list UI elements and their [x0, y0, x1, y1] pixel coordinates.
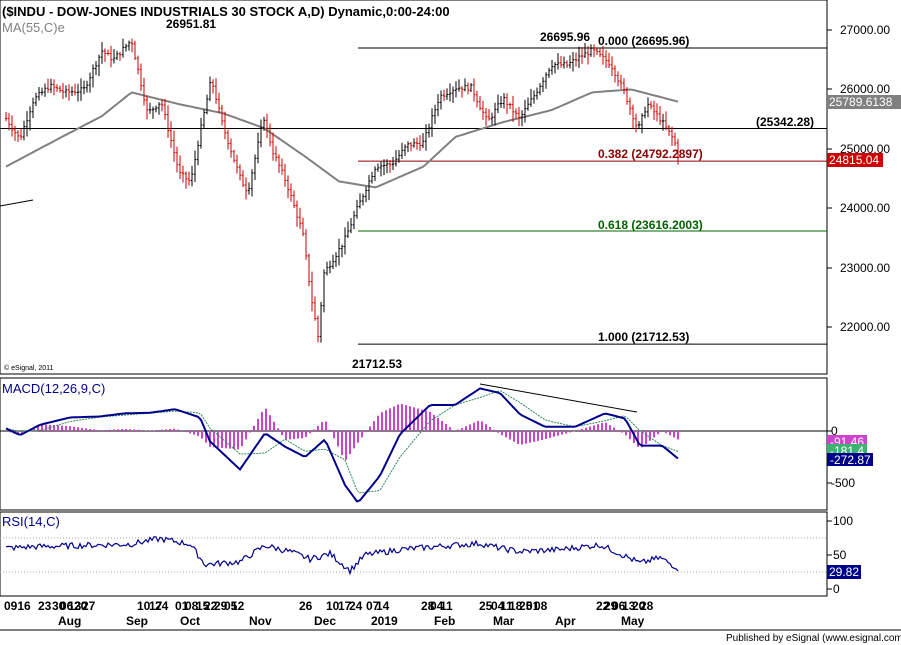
rsi-series — [5, 536, 679, 576]
date-tick: 10 — [326, 599, 340, 613]
price-tick: 24000.00 — [840, 201, 890, 215]
macd-trendline — [479, 383, 638, 413]
copyright: © eSignal, 2011 — [4, 364, 54, 372]
month-tick: Mar — [493, 614, 515, 628]
price-tick: 27000.00 — [840, 23, 890, 37]
month-tick: Dec — [314, 614, 336, 628]
date-tick: 11 — [440, 599, 453, 613]
date-tick: 13 — [622, 599, 636, 613]
macd-axis: 0 -500 -91.46 -181.4 -272.87 — [827, 424, 873, 490]
month-tick: Feb — [434, 614, 455, 628]
macd-tick: -500 — [831, 476, 855, 490]
date-tick: 10 — [137, 599, 151, 613]
date-tick: 06 — [612, 599, 626, 613]
date-tick: 01 — [526, 599, 540, 613]
ma-legend: MA(55,C)e — [2, 20, 65, 35]
date-tick: 29 — [604, 599, 618, 613]
fib-1-label: 1.000 (21712.53) — [598, 330, 689, 344]
date-tick: 25 — [519, 599, 533, 613]
fib-0382-label: 0.382 (24792.2897) — [598, 147, 703, 161]
date-tick: 07 — [366, 599, 380, 613]
date-tick: 22 — [596, 599, 610, 613]
high-label: 26951.81 — [166, 17, 216, 31]
price-bars — [5, 38, 680, 343]
price-tick: 23000.00 — [840, 261, 890, 275]
month-tick: May — [621, 614, 645, 628]
date-tick: 20 — [632, 599, 646, 613]
peak2-label: 26695.96 — [540, 30, 590, 44]
fib-0618-label: 0.618 (23616.2003) — [598, 218, 703, 232]
rsi-value-tag: 29.82 — [829, 565, 859, 579]
price-panel — [0, 0, 828, 375]
month-tick: 2019 — [371, 614, 398, 628]
last-price-text: 24815.04 — [829, 153, 879, 167]
date-tick: 13 — [68, 599, 82, 613]
date-tick: 28 — [421, 599, 435, 613]
date-tick: 15 — [196, 599, 210, 613]
macd-signal-line — [5, 390, 679, 494]
macd-tick: 0 — [831, 424, 838, 438]
date-tick: 24 — [349, 599, 363, 613]
date-tick: 04 — [430, 599, 444, 613]
fib-0-label: 0.000 (26695.96) — [598, 34, 689, 48]
date-tick: 23 — [38, 599, 52, 613]
date-tick: 20 — [74, 599, 88, 613]
date-tick: 0916 — [4, 599, 31, 613]
price-axis: 27000.00 26000.00 25000.00 24000.00 2300… — [827, 23, 890, 334]
trend-stub — [0, 199, 34, 207]
rsi-tick: 0 — [833, 582, 840, 596]
date-tick: 11 — [500, 599, 513, 613]
last-price-tag: 24815.04 — [827, 153, 883, 167]
macd-line — [5, 387, 679, 503]
macd-panel — [0, 377, 828, 511]
month-tick: Nov — [249, 614, 272, 628]
chart-title: ($INDU - DOW-JONES INDUSTRIALS 30 STOCK … — [2, 4, 450, 19]
ma-value-tag: 25789.6138 — [827, 95, 901, 109]
month-tick: Aug — [58, 614, 81, 628]
date-tick: 25 — [479, 599, 493, 613]
date-tick: 18 — [509, 599, 523, 613]
rsi-axis: 100 50 0 29.82 — [827, 514, 861, 596]
date-tick: 05 — [224, 599, 238, 613]
date-tick: 01 — [175, 599, 189, 613]
macd-value-tag: -272.87 — [830, 453, 871, 467]
rsi-line — [5, 536, 679, 576]
month-tick: Sep — [126, 614, 148, 628]
month-tick: Apr — [555, 614, 576, 628]
ma-line — [5, 88, 679, 189]
price-tick: 26000.00 — [840, 82, 890, 96]
price-tick: 25000.00 — [840, 142, 890, 156]
date-tick: 24 — [155, 599, 169, 613]
date-tick: 08 — [534, 599, 548, 613]
low-label: 21712.53 — [352, 357, 402, 371]
month-tick: Oct — [180, 614, 200, 628]
date-tick: 14 — [376, 599, 390, 613]
ma-value-text: 25789.6138 — [829, 95, 893, 109]
date-tick: 26 — [299, 599, 313, 613]
date-tick: 17 — [338, 599, 352, 613]
ma-curve — [5, 88, 679, 189]
date-tick: 06 — [60, 599, 74, 613]
rsi-panel — [0, 511, 828, 597]
footer-credit: Published by eSignal (www.esignal.com) — [726, 633, 901, 644]
date-tick: 17 — [149, 599, 163, 613]
macd-series — [5, 387, 679, 503]
fib-levels — [0, 47, 827, 345]
rsi-legend: RSI(14,C) — [2, 514, 60, 529]
date-tick: 22 — [204, 599, 218, 613]
date-tick: 30 — [52, 599, 66, 613]
date-tick: 08 — [185, 599, 199, 613]
date-tick: 04 — [491, 599, 505, 613]
date-tick: 29 — [214, 599, 228, 613]
level-25342-label: (25342.28) — [756, 115, 814, 129]
date-tick: 27 — [82, 599, 96, 613]
price-tick: 22000.00 — [840, 320, 890, 334]
date-tick: 28 — [640, 599, 654, 613]
rsi-tick: 100 — [833, 514, 853, 528]
macd-legend: MACD(12,26,9,C) — [2, 381, 105, 396]
rsi-tick: 50 — [833, 548, 847, 562]
date-tick: 12 — [231, 599, 245, 613]
